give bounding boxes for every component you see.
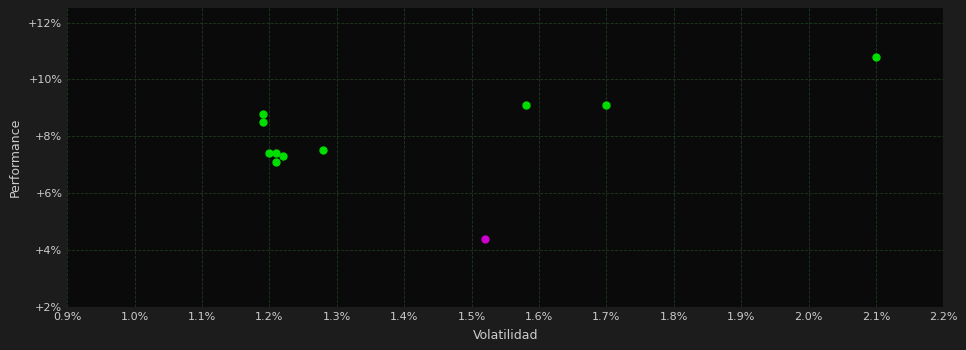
Point [868,54,884,60]
Point [269,159,284,164]
Point [518,102,533,108]
Point [316,148,331,153]
Point [599,102,614,108]
Point [262,150,277,156]
Y-axis label: Performance: Performance [9,118,21,197]
Point [269,150,284,156]
Point [275,153,291,159]
Point [255,119,270,125]
Point [255,111,270,116]
X-axis label: Volatilidad: Volatilidad [472,329,538,342]
Point [477,236,493,241]
